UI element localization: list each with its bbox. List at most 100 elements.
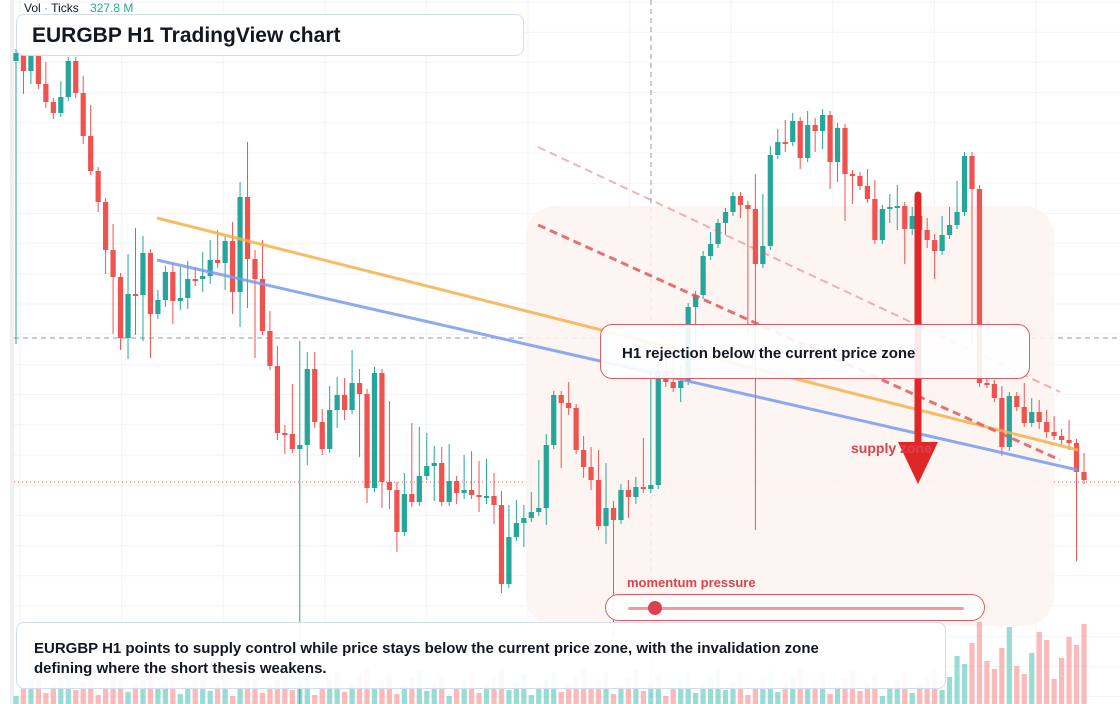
candle	[551, 391, 557, 449]
candle	[1081, 453, 1087, 484]
candle	[633, 477, 639, 504]
candle	[625, 480, 632, 518]
candle-body	[872, 199, 878, 240]
volume-bar	[58, 677, 64, 704]
candle	[1051, 416, 1057, 440]
volume-bar	[356, 676, 363, 704]
candle-body	[334, 395, 340, 410]
volume-bar	[790, 676, 796, 704]
volume-bar	[319, 687, 325, 704]
candle	[730, 192, 736, 216]
candle	[648, 371, 654, 493]
candle-body	[431, 463, 437, 466]
volume-bar	[1036, 632, 1042, 704]
volume-bar	[536, 687, 542, 704]
candle	[573, 404, 579, 454]
volume-bar	[446, 696, 452, 704]
candle	[1036, 400, 1042, 429]
volume-bar	[939, 690, 945, 704]
candle-body	[1036, 412, 1042, 422]
volume-bar	[760, 679, 766, 704]
volume-bar	[722, 690, 729, 704]
candle-body	[827, 115, 833, 162]
candle	[20, 49, 27, 94]
candle-body	[267, 331, 273, 366]
candle	[707, 232, 714, 260]
candle	[954, 181, 960, 229]
candle-body	[932, 240, 938, 251]
candle-body	[50, 102, 56, 113]
candle-body	[1006, 396, 1012, 447]
candle-body	[371, 373, 378, 488]
candle	[409, 423, 415, 507]
volume-bar	[648, 683, 654, 704]
candle-body	[991, 384, 997, 398]
volume-bar	[737, 674, 744, 704]
momentum-knob	[647, 601, 662, 615]
candle-body	[73, 61, 79, 93]
candle	[603, 463, 609, 544]
candle-body	[857, 176, 863, 186]
candle-body	[528, 512, 534, 518]
candle	[162, 266, 168, 307]
candle	[506, 505, 512, 588]
volume-bar	[1073, 645, 1080, 704]
candle	[805, 111, 811, 162]
candle-body	[297, 445, 303, 449]
candle	[259, 240, 266, 335]
volume-bar	[1051, 679, 1057, 704]
candle-body	[289, 434, 295, 449]
volume-bar	[342, 692, 348, 704]
candle-body	[693, 295, 699, 307]
volume-bar	[752, 687, 758, 704]
chart-title: EURGBP H1 TradingView chart	[16, 14, 524, 56]
candle	[618, 484, 624, 524]
candle-body	[28, 54, 34, 71]
volume-bar	[961, 664, 968, 704]
candle-body	[879, 209, 885, 240]
candle	[140, 236, 146, 341]
candle	[289, 384, 295, 453]
candle	[887, 194, 893, 223]
volume-bar	[1006, 627, 1012, 704]
candle	[924, 218, 930, 248]
candle	[244, 142, 251, 308]
volume-bar	[237, 688, 243, 704]
volume-bar	[976, 622, 983, 704]
candle-body	[110, 250, 116, 277]
volume-bar	[946, 677, 953, 704]
candle	[849, 170, 856, 204]
candle	[312, 352, 318, 428]
candle	[65, 57, 71, 101]
candle	[207, 240, 213, 284]
candle-body	[887, 207, 893, 209]
volume-bar	[924, 677, 930, 704]
volume-bar	[805, 689, 811, 704]
candle	[1066, 420, 1072, 450]
volume-bar	[610, 694, 617, 704]
candle-body	[312, 369, 318, 422]
volume-bar	[782, 684, 788, 704]
volume-bar	[528, 695, 534, 704]
candle-body	[200, 276, 206, 279]
candle	[595, 450, 602, 530]
supply-zone-shade	[526, 206, 1054, 626]
volume-bar	[1081, 624, 1087, 704]
candle-body	[416, 476, 422, 502]
volume-bar	[431, 683, 437, 704]
volume-value: 327.8 M	[90, 1, 134, 15]
candle	[543, 434, 549, 525]
candle	[1029, 398, 1035, 427]
candle	[991, 380, 997, 402]
volume-bar	[177, 694, 183, 704]
candles[interactable]	[13, 49, 1087, 704]
rejection-callout: H1 rejection below the current price zon…	[600, 324, 1030, 379]
candle-body	[946, 225, 953, 235]
candle	[498, 491, 505, 593]
candle-body	[715, 223, 721, 244]
volume-bar	[162, 681, 168, 704]
volume-bar	[222, 675, 228, 704]
volume-bar	[379, 681, 385, 704]
candle	[834, 123, 841, 182]
candle-body	[1014, 396, 1020, 407]
